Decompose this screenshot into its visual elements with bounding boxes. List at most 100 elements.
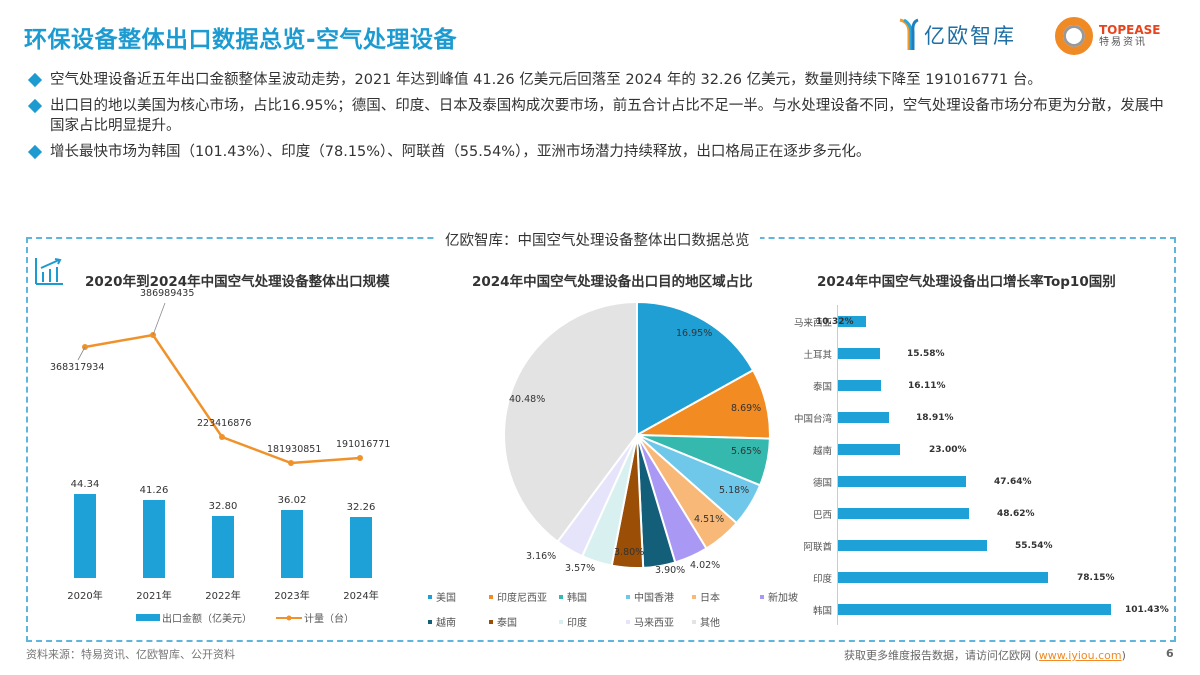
hbar-value-uae: 55.54% bbox=[1015, 541, 1053, 551]
page-title: 环保设备整体出口数据总览-空气处理设备 bbox=[24, 27, 458, 53]
legend-line-swatch bbox=[276, 615, 302, 620]
hbar-uae bbox=[838, 540, 987, 551]
hbar-value-thailand: 16.11% bbox=[908, 381, 946, 391]
yiou-y-icon bbox=[899, 18, 919, 50]
hbar-label-brazil: 巴西 bbox=[812, 510, 832, 521]
hbar-korea bbox=[838, 604, 1111, 615]
hbar-label-taiwan: 中国台湾 bbox=[793, 414, 832, 425]
topease-ring-icon bbox=[1055, 17, 1093, 55]
hbar-value-india: 78.15% bbox=[1077, 573, 1115, 583]
legend-bar-swatch bbox=[136, 614, 160, 621]
x-tick-2023: 2023年 bbox=[274, 591, 310, 602]
pie-legend-singapore: 新加坡 bbox=[760, 589, 798, 604]
bar-label-2024: 32.26 bbox=[346, 502, 376, 513]
pie-label-other: 40.48% bbox=[509, 394, 546, 405]
x-tick-2024: 2024年 bbox=[343, 591, 379, 602]
pie-label-india: 3.57% bbox=[565, 563, 596, 574]
bar-2024 bbox=[350, 517, 372, 578]
hbar-brazil bbox=[838, 508, 969, 519]
hbar-label-vietnam: 越南 bbox=[812, 446, 832, 457]
hbar-india bbox=[838, 572, 1048, 583]
hbar-label-malaysia: 马来西亚 bbox=[793, 318, 832, 329]
pie-slice-other bbox=[502, 300, 638, 544]
pie-label-thailand: 3.80% bbox=[614, 547, 645, 558]
hbar-label-thailand: 泰国 bbox=[812, 382, 832, 393]
hbar-value-malaysia: 10.32% bbox=[816, 317, 854, 327]
chart1-title: 2020年到2024年中国空气处理设备整体出口规模 bbox=[85, 274, 390, 290]
chart1-line bbox=[77, 302, 363, 466]
bar-label-2023: 36.02 bbox=[277, 495, 307, 506]
line-label-2020: 368317934 bbox=[50, 362, 105, 373]
pie-label-indonesia: 8.69% bbox=[731, 403, 762, 414]
hbar-thailand bbox=[838, 380, 881, 391]
pie-label-malaysia: 3.16% bbox=[526, 551, 557, 562]
bar-label-2021: 41.26 bbox=[139, 485, 169, 496]
diamond-icon bbox=[27, 144, 43, 160]
hbar-value-turkey: 15.58% bbox=[907, 349, 945, 359]
pie-legend-korea: 韩国 bbox=[559, 589, 587, 604]
chart2-title: 2024年中国空气处理设备出口目的地区域占比 bbox=[472, 274, 753, 290]
pie-label-japan: 4.51% bbox=[694, 514, 725, 525]
line-label-2021: 386989435 bbox=[140, 288, 195, 299]
hbar-value-brazil: 48.62% bbox=[997, 509, 1035, 519]
bar-label-2020: 44.34 bbox=[70, 479, 100, 490]
x-tick-2020: 2020年 bbox=[67, 591, 103, 602]
hbar-label-germany: 德国 bbox=[812, 478, 832, 489]
pie-legend-other: 其他 bbox=[692, 614, 720, 629]
bar-2022 bbox=[212, 516, 234, 578]
bar-2023 bbox=[281, 510, 303, 578]
pie-label-usa: 16.95% bbox=[676, 328, 713, 339]
footer-note: 获取更多维度报告数据，请访问亿欧网 (www.iyiou.com) bbox=[844, 649, 1126, 662]
chart-growth-icon bbox=[35, 258, 63, 285]
x-tick-2022: 2022年 bbox=[205, 591, 241, 602]
pie-legend-malaysia: 马来西亚 bbox=[626, 614, 674, 629]
bullet-item: 增长最快市场为韩国（101.43%）、印度（78.15%）、阿联酋（55.54%… bbox=[27, 142, 1178, 162]
y-axis-line bbox=[837, 305, 838, 625]
page-number: 6 bbox=[1166, 647, 1174, 660]
hbar-taiwan bbox=[838, 412, 889, 423]
pie-legend-japan: 日本 bbox=[692, 589, 720, 604]
pie-legend-usa: 美国 bbox=[428, 589, 456, 604]
pie-label-korea: 5.65% bbox=[731, 446, 762, 457]
chart3-title: 2024年中国空气处理设备出口增长率Top10国别 bbox=[817, 274, 1116, 290]
hbar-label-korea: 韩国 bbox=[812, 606, 832, 617]
x-tick-2021: 2021年 bbox=[136, 591, 172, 602]
pie-chart bbox=[502, 300, 771, 570]
iyiou-link[interactable]: www.iyiou.com bbox=[1038, 649, 1122, 662]
bar-2020 bbox=[74, 494, 96, 578]
hbar-turkey bbox=[838, 348, 880, 359]
hbar-label-india: 印度 bbox=[812, 574, 832, 585]
chart1-legend-line: 计量（台） bbox=[276, 610, 354, 625]
hbar-label-turkey: 土耳其 bbox=[803, 350, 832, 361]
topease-logo: TOPEASE 特易资讯 bbox=[1055, 17, 1161, 55]
bar-label-2022: 32.80 bbox=[208, 501, 238, 512]
line-label-2023: 181930851 bbox=[267, 444, 322, 455]
pie-slice-usa bbox=[636, 300, 755, 437]
panel-title: 亿欧智库：中国空气处理设备整体出口数据总览 bbox=[435, 229, 760, 250]
hbar-vietnam bbox=[838, 444, 900, 455]
pie-label-singapore: 4.02% bbox=[690, 560, 721, 571]
source-note: 资料来源：特易资讯、亿欧智库、公开资料 bbox=[26, 648, 235, 661]
yiou-logo: 亿欧智库 bbox=[898, 18, 1016, 52]
diamond-icon bbox=[27, 98, 43, 114]
topease-cn: 特易资讯 bbox=[1099, 37, 1147, 48]
hbar-germany bbox=[838, 476, 966, 487]
hbar-label-uae: 阿联酋 bbox=[803, 542, 832, 553]
line-label-2022: 223416876 bbox=[197, 418, 252, 429]
summary-bullets: 空气处理设备近五年出口金额整体呈波动走势，2021 年达到峰值 41.26 亿美… bbox=[27, 70, 1178, 168]
pie-legend-hongkong: 中国香港 bbox=[626, 589, 674, 604]
yiou-logo-text: 亿欧智库 bbox=[924, 24, 1016, 48]
chart1-legend-bar: 出口金额（亿美元） bbox=[136, 610, 252, 625]
pie-legend-india: 印度 bbox=[559, 614, 587, 629]
pie-legend-thailand: 泰国 bbox=[489, 614, 517, 629]
diamond-icon bbox=[27, 72, 43, 88]
hbar-malaysia bbox=[838, 316, 866, 327]
hbar-value-korea: 101.43% bbox=[1125, 605, 1169, 615]
hbar-value-taiwan: 18.91% bbox=[916, 413, 954, 423]
pie-legend-indonesia: 印度尼西亚 bbox=[489, 589, 547, 604]
hbar-value-vietnam: 23.00% bbox=[929, 445, 967, 455]
hbar-value-germany: 47.64% bbox=[994, 477, 1032, 487]
pie-label-vietnam: 3.90% bbox=[655, 565, 686, 576]
topease-en: TOPEASE bbox=[1099, 23, 1161, 37]
pie-label-hongkong: 5.18% bbox=[719, 485, 750, 496]
